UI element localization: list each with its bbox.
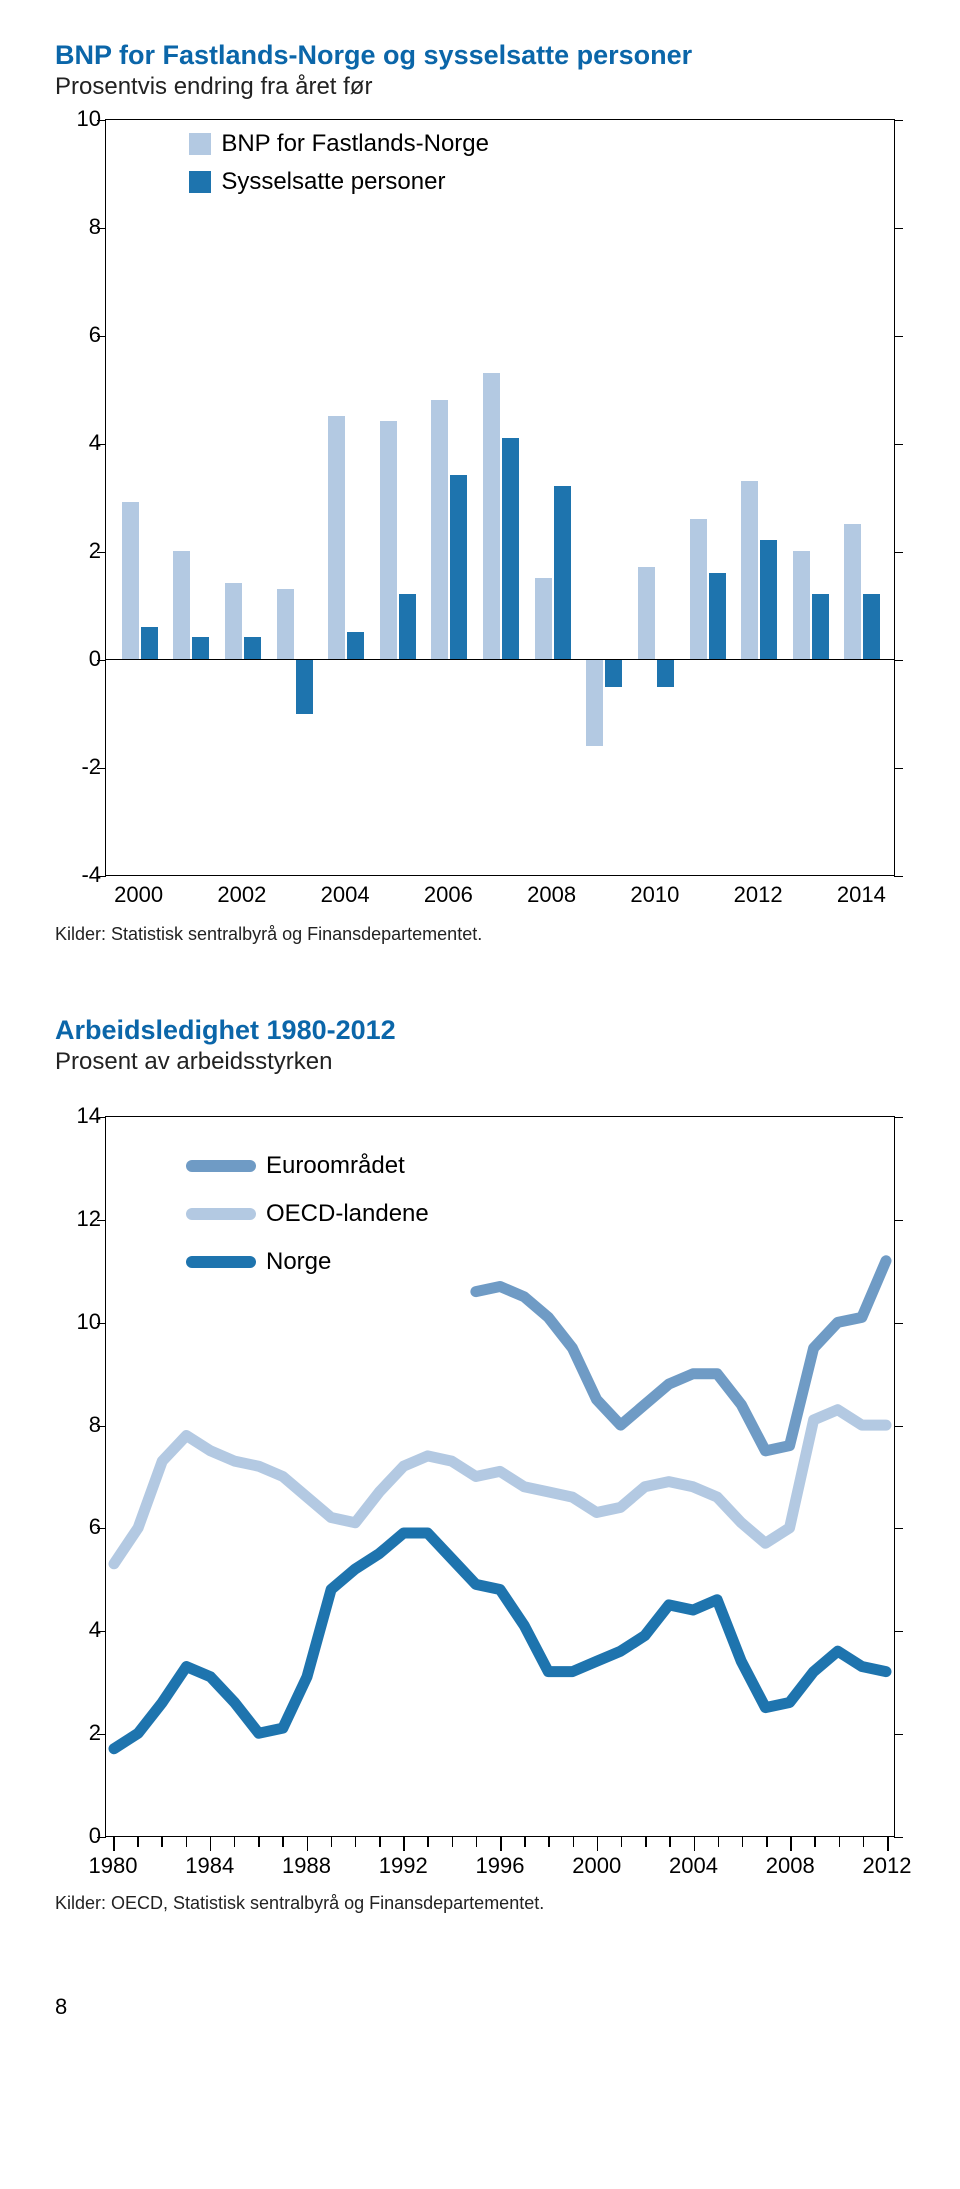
unemp-y-axis: 14121086420 xyxy=(61,1116,101,1836)
legend-swatch xyxy=(186,1208,256,1220)
series-line-oecd xyxy=(114,1410,886,1564)
legend-swatch xyxy=(186,1160,256,1172)
x-tick-label: 2010 xyxy=(630,882,679,908)
y-tick-label: 4 xyxy=(61,1617,101,1643)
bnp-source: Kilder: Statistisk sentralbyrå og Finans… xyxy=(55,924,905,945)
page-number: 8 xyxy=(55,1994,905,2020)
bnp-chart-title: BNP for Fastlands-Norge og sysselsatte p… xyxy=(55,40,905,71)
x-tick-label: 2002 xyxy=(217,882,266,908)
y-tick-label: 4 xyxy=(61,430,101,456)
y-tick-label: 8 xyxy=(61,214,101,240)
legend-item: Norge xyxy=(186,1248,429,1276)
bar xyxy=(863,594,880,659)
bar xyxy=(709,573,726,659)
bar xyxy=(399,594,416,659)
bnp-y-axis: 1086420-2-4 xyxy=(61,119,101,875)
bar xyxy=(225,583,242,659)
legend-swatch xyxy=(189,171,211,193)
y-tick-label: 2 xyxy=(61,538,101,564)
legend-label: OECD-landene xyxy=(266,1200,429,1228)
x-tick-label: 2008 xyxy=(527,882,576,908)
bar xyxy=(844,524,861,659)
bar xyxy=(535,578,552,659)
legend-label: Euroområdet xyxy=(266,1152,405,1180)
bar xyxy=(380,421,397,659)
bar xyxy=(483,373,500,659)
bar xyxy=(431,400,448,659)
y-tick-label: -2 xyxy=(61,754,101,780)
x-tick-label: 1980 xyxy=(89,1853,138,1879)
y-tick-label: 2 xyxy=(61,1720,101,1746)
bnp-legend: BNP for Fastlands-Norge Sysselsatte pers… xyxy=(189,130,489,206)
bar xyxy=(554,486,571,659)
bar xyxy=(760,540,777,659)
x-tick-label: 2000 xyxy=(572,1853,621,1879)
x-tick-label: 2012 xyxy=(734,882,783,908)
x-tick-label: 1992 xyxy=(379,1853,428,1879)
bar xyxy=(605,660,622,687)
x-tick-label: 2004 xyxy=(321,882,370,908)
x-tick-label: 1984 xyxy=(185,1853,234,1879)
bar xyxy=(450,475,467,659)
x-tick-label: 2008 xyxy=(766,1853,815,1879)
bar xyxy=(812,594,829,659)
x-tick-label: 2014 xyxy=(837,882,886,908)
bar xyxy=(141,627,158,659)
x-tick-label: 2004 xyxy=(669,1853,718,1879)
unemp-plot: Euroområdet OECD-landene Norge xyxy=(105,1116,895,1837)
legend-item: OECD-landene xyxy=(186,1200,429,1228)
y-tick-label: 10 xyxy=(61,1309,101,1335)
unemp-chart-title: Arbeidsledighet 1980-2012 xyxy=(55,1015,905,1046)
legend-item: Euroområdet xyxy=(186,1152,429,1180)
bar xyxy=(502,438,519,659)
bar xyxy=(328,416,345,659)
unemp-legend: Euroområdet OECD-landene Norge xyxy=(186,1152,429,1296)
y-tick-label: 0 xyxy=(61,646,101,672)
y-tick-label: 14 xyxy=(61,1103,101,1129)
bnp-plot: BNP for Fastlands-Norge Sysselsatte pers… xyxy=(105,119,895,876)
y-tick-label: -4 xyxy=(61,862,101,888)
x-tick-label: 2006 xyxy=(424,882,473,908)
y-tick-label: 6 xyxy=(61,322,101,348)
x-tick-label: 1996 xyxy=(476,1853,525,1879)
bar xyxy=(638,567,655,659)
bar xyxy=(690,519,707,659)
y-tick-label: 10 xyxy=(61,106,101,132)
unemp-x-axis: 198019841988199219962000200420082012 xyxy=(105,1837,895,1879)
x-tick-label: 2012 xyxy=(863,1853,912,1879)
legend-label: BNP for Fastlands-Norge xyxy=(221,130,489,158)
bar xyxy=(277,589,294,659)
legend-swatch xyxy=(186,1256,256,1268)
unemp-chart-subtitle: Prosent av arbeidsstyrken xyxy=(55,1048,905,1076)
bar xyxy=(296,660,313,714)
unemp-chart: Arbeidsledighet 1980-2012 Prosent av arb… xyxy=(55,1015,905,1914)
bar xyxy=(657,660,674,687)
series-line-norge xyxy=(114,1533,886,1749)
x-tick-label: 2000 xyxy=(114,882,163,908)
legend-label: Norge xyxy=(266,1248,331,1276)
legend-label: Sysselsatte personer xyxy=(221,168,445,196)
y-tick-label: 12 xyxy=(61,1206,101,1232)
series-line-euro xyxy=(476,1261,886,1451)
bar xyxy=(586,660,603,746)
bar xyxy=(122,502,139,659)
y-tick-label: 6 xyxy=(61,1514,101,1540)
bar xyxy=(347,632,364,659)
legend-item: Sysselsatte personer xyxy=(189,168,489,196)
bnp-chart-subtitle: Prosentvis endring fra året før xyxy=(55,73,905,101)
bar xyxy=(192,637,209,659)
bar xyxy=(173,551,190,659)
x-tick-label: 1988 xyxy=(282,1853,331,1879)
bnp-chart: BNP for Fastlands-Norge og sysselsatte p… xyxy=(55,40,905,945)
legend-item: BNP for Fastlands-Norge xyxy=(189,130,489,158)
y-tick-label: 8 xyxy=(61,1412,101,1438)
y-tick-label: 0 xyxy=(61,1823,101,1849)
bar xyxy=(741,481,758,659)
legend-swatch xyxy=(189,133,211,155)
bar xyxy=(244,637,261,659)
bar xyxy=(793,551,810,659)
bnp-x-axis: 2000 2002 2004 2006 2008 2010 2012 2014 xyxy=(105,876,895,910)
unemp-source: Kilder: OECD, Statistisk sentralbyrå og … xyxy=(55,1893,905,1914)
